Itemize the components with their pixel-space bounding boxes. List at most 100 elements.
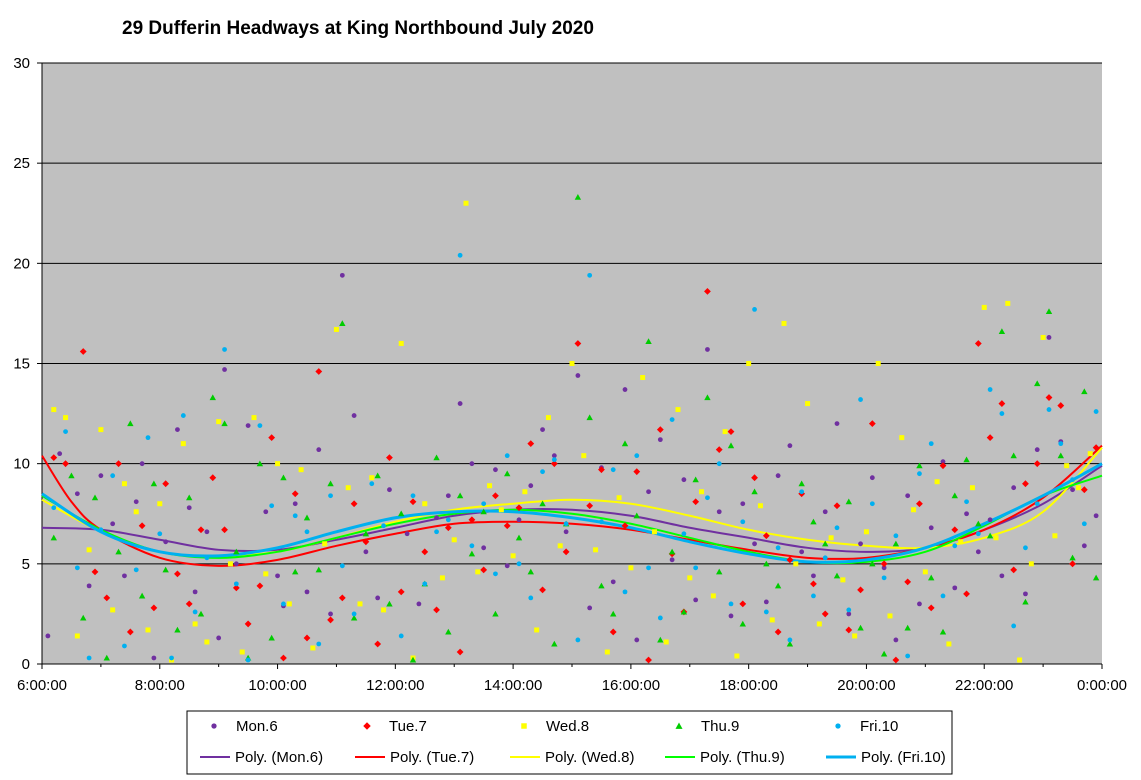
data-point-fri-10 xyxy=(398,633,404,639)
data-point-fri-10 xyxy=(646,565,651,571)
data-point-tue-7 xyxy=(315,368,323,375)
data-point-thu-9 xyxy=(303,514,311,521)
data-point-mon-6 xyxy=(563,529,569,535)
data-point-tue-7 xyxy=(280,654,287,662)
y-tick-label: 10 xyxy=(13,456,30,473)
data-point-wed-8 xyxy=(345,485,351,491)
data-point-mon-6 xyxy=(528,483,534,489)
data-point-thu-9 xyxy=(504,470,511,477)
data-point-mon-6 xyxy=(716,509,722,515)
data-point-fri-10 xyxy=(657,615,663,621)
data-point-thu-9 xyxy=(633,512,640,519)
data-point-tue-7 xyxy=(1033,460,1041,468)
legend-box xyxy=(186,710,953,775)
data-point-thu-9 xyxy=(774,582,782,589)
data-point-layer xyxy=(45,194,1100,664)
data-point-thu-9 xyxy=(433,454,440,461)
data-point-wed-8 xyxy=(993,535,999,541)
data-point-thu-9 xyxy=(186,494,193,501)
x-tick-label: 16:00:00 xyxy=(602,677,660,694)
data-point-fri-10 xyxy=(681,531,687,537)
legend-label: Thu.9 xyxy=(701,718,739,735)
data-point-wed-8 xyxy=(74,633,80,639)
chart-title: 29 Dufferin Headways at King Northbound … xyxy=(122,18,594,39)
data-point-tue-7 xyxy=(927,604,935,612)
data-point-wed-8 xyxy=(911,507,917,513)
data-point-tue-7 xyxy=(821,610,829,618)
data-point-wed-8 xyxy=(522,489,528,495)
data-point-mon-6 xyxy=(175,427,180,433)
data-point-tue-7 xyxy=(1022,480,1029,488)
data-point-thu-9 xyxy=(374,472,381,479)
data-point-fri-10 xyxy=(905,653,911,659)
data-point-mon-6 xyxy=(275,573,280,579)
legend-label: Poly. (Tue.7) xyxy=(390,749,474,766)
data-point-tue-7 xyxy=(103,594,111,602)
data-point-wed-8 xyxy=(981,304,987,310)
data-point-tue-7 xyxy=(1080,486,1088,494)
data-point-mon-6 xyxy=(133,499,139,505)
data-point-mon-6 xyxy=(493,467,498,473)
data-point-thu-9 xyxy=(704,394,711,401)
data-point-tue-7 xyxy=(527,440,535,448)
legend-label: Poly. (Wed.8) xyxy=(545,749,634,766)
data-point-fri-10 xyxy=(204,555,210,561)
data-point-mon-6 xyxy=(375,595,381,601)
data-point-tue-7 xyxy=(868,420,876,427)
data-point-tue-7 xyxy=(586,502,594,510)
data-point-mon-6 xyxy=(740,501,746,507)
data-point-fri-10 xyxy=(728,601,734,607)
data-point-mon-6 xyxy=(775,473,781,479)
y-tick-label: 5 xyxy=(22,556,30,573)
data-point-fri-10 xyxy=(881,575,887,581)
data-point-tue-7 xyxy=(138,522,146,530)
data-point-thu-9 xyxy=(1045,308,1053,314)
data-point-thu-9 xyxy=(668,548,676,555)
data-point-wed-8 xyxy=(180,441,186,447)
data-point-thu-9 xyxy=(127,420,134,427)
data-point-thu-9 xyxy=(857,624,864,631)
data-point-tue-7 xyxy=(609,628,617,636)
data-point-mon-6 xyxy=(416,601,422,607)
data-point-mon-6 xyxy=(469,461,475,467)
data-point-thu-9 xyxy=(197,610,205,617)
legend-label: Mon.6 xyxy=(236,718,278,735)
data-point-tue-7 xyxy=(939,462,947,470)
data-point-tue-7 xyxy=(209,474,217,482)
data-point-mon-6 xyxy=(1093,513,1099,519)
data-point-fri-10 xyxy=(133,567,139,573)
data-point-tue-7 xyxy=(503,522,511,530)
data-point-mon-6 xyxy=(657,437,663,443)
data-point-fri-10 xyxy=(763,609,769,615)
data-point-wed-8 xyxy=(1052,533,1058,539)
data-point-tue-7 xyxy=(1069,560,1076,568)
data-point-fri-10 xyxy=(610,467,616,473)
data-point-fri-10 xyxy=(811,593,816,599)
data-point-wed-8 xyxy=(216,419,222,425)
data-point-thu-9 xyxy=(1057,452,1064,459)
data-point-tue-7 xyxy=(374,640,382,648)
data-point-tue-7 xyxy=(386,454,393,462)
data-point-thu-9 xyxy=(456,492,464,499)
data-point-tue-7 xyxy=(444,524,452,532)
data-point-fri-10 xyxy=(233,581,239,587)
data-point-thu-9 xyxy=(551,640,558,647)
legend-label: Poly. (Mon.6) xyxy=(235,749,323,766)
data-point-thu-9 xyxy=(221,420,228,427)
data-point-mon-6 xyxy=(304,589,310,595)
data-point-mon-6 xyxy=(233,561,239,567)
data-point-fri-10 xyxy=(381,523,386,529)
data-point-thu-9 xyxy=(880,650,888,657)
data-point-wed-8 xyxy=(1064,463,1070,469)
trendline-poly-fri-10 xyxy=(41,462,1103,564)
data-point-fri-10 xyxy=(63,429,68,435)
data-point-thu-9 xyxy=(939,628,947,635)
data-point-wed-8 xyxy=(699,489,705,495)
data-point-wed-8 xyxy=(863,529,869,535)
data-point-wed-8 xyxy=(557,543,563,549)
data-point-thu-9 xyxy=(892,540,900,547)
x-tick-label: 10:00:00 xyxy=(248,677,306,694)
data-point-mon-6 xyxy=(987,517,993,523)
x-tick-label: 0:00:00 xyxy=(1077,677,1127,694)
